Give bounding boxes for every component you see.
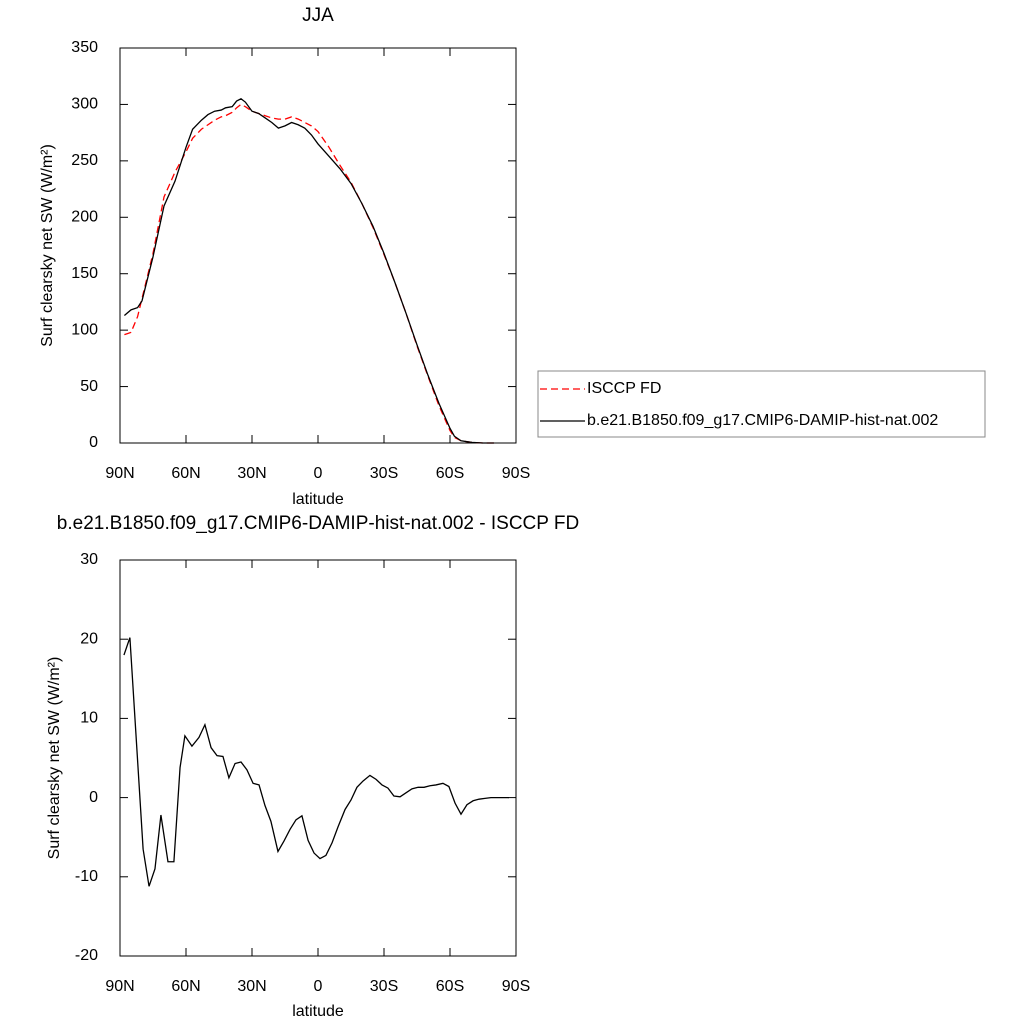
legend-label: ISCCP FD — [587, 380, 661, 397]
y-tick-label: 150 — [71, 265, 98, 282]
legend-label: b.e21.B1850.f09_g17.CMIP6-DAMIP-hist-nat… — [587, 412, 938, 429]
x-tick-label: 60N — [171, 978, 200, 995]
y-tick-label: 300 — [71, 96, 98, 113]
legend-box — [537, 370, 986, 438]
series-line — [123, 98, 494, 444]
x-tick-label: 60S — [436, 465, 464, 482]
y-axis-label: Surf clearsky net SW (W/m²) — [46, 657, 63, 860]
x-tick-label: 90S — [502, 978, 530, 995]
y-tick-label: 200 — [71, 209, 98, 226]
x-tick-label: 60S — [436, 978, 464, 995]
y-tick-label: -10 — [75, 868, 98, 885]
x-tick-label: 30N — [237, 465, 266, 482]
y-tick-label: 250 — [71, 152, 98, 169]
y-tick-label: 10 — [80, 710, 98, 727]
x-tick-label: 90N — [105, 465, 134, 482]
y-tick-label: 0 — [89, 789, 98, 806]
x-tick-label: 0 — [314, 978, 323, 995]
x-axis-label: latitude — [292, 491, 344, 508]
plot-frame — [119, 559, 517, 957]
x-tick-label: 60N — [171, 465, 200, 482]
y-tick-label: 50 — [80, 378, 98, 395]
y-tick-label: 350 — [71, 39, 98, 56]
plot-frame — [119, 47, 517, 444]
x-tick-label: 30S — [370, 978, 398, 995]
chart-title: b.e21.B1850.f09_g17.CMIP6-DAMIP-hist-nat… — [57, 513, 579, 534]
series-line — [123, 637, 509, 887]
y-axis-label: Surf clearsky net SW (W/m²) — [39, 144, 56, 347]
y-tick-label: 30 — [80, 551, 98, 568]
x-axis-label: latitude — [292, 1003, 344, 1020]
x-tick-label: 90S — [502, 465, 530, 482]
y-tick-label: -20 — [75, 947, 98, 964]
x-tick-label: 0 — [314, 465, 323, 482]
chart-title: JJA — [302, 5, 334, 26]
x-tick-label: 90N — [105, 978, 134, 995]
y-tick-label: 0 — [89, 434, 98, 451]
series-line — [124, 103, 494, 444]
x-tick-label: 30S — [370, 465, 398, 482]
x-tick-label: 30N — [237, 978, 266, 995]
y-tick-label: 100 — [71, 321, 98, 338]
y-tick-label: 20 — [80, 630, 98, 647]
